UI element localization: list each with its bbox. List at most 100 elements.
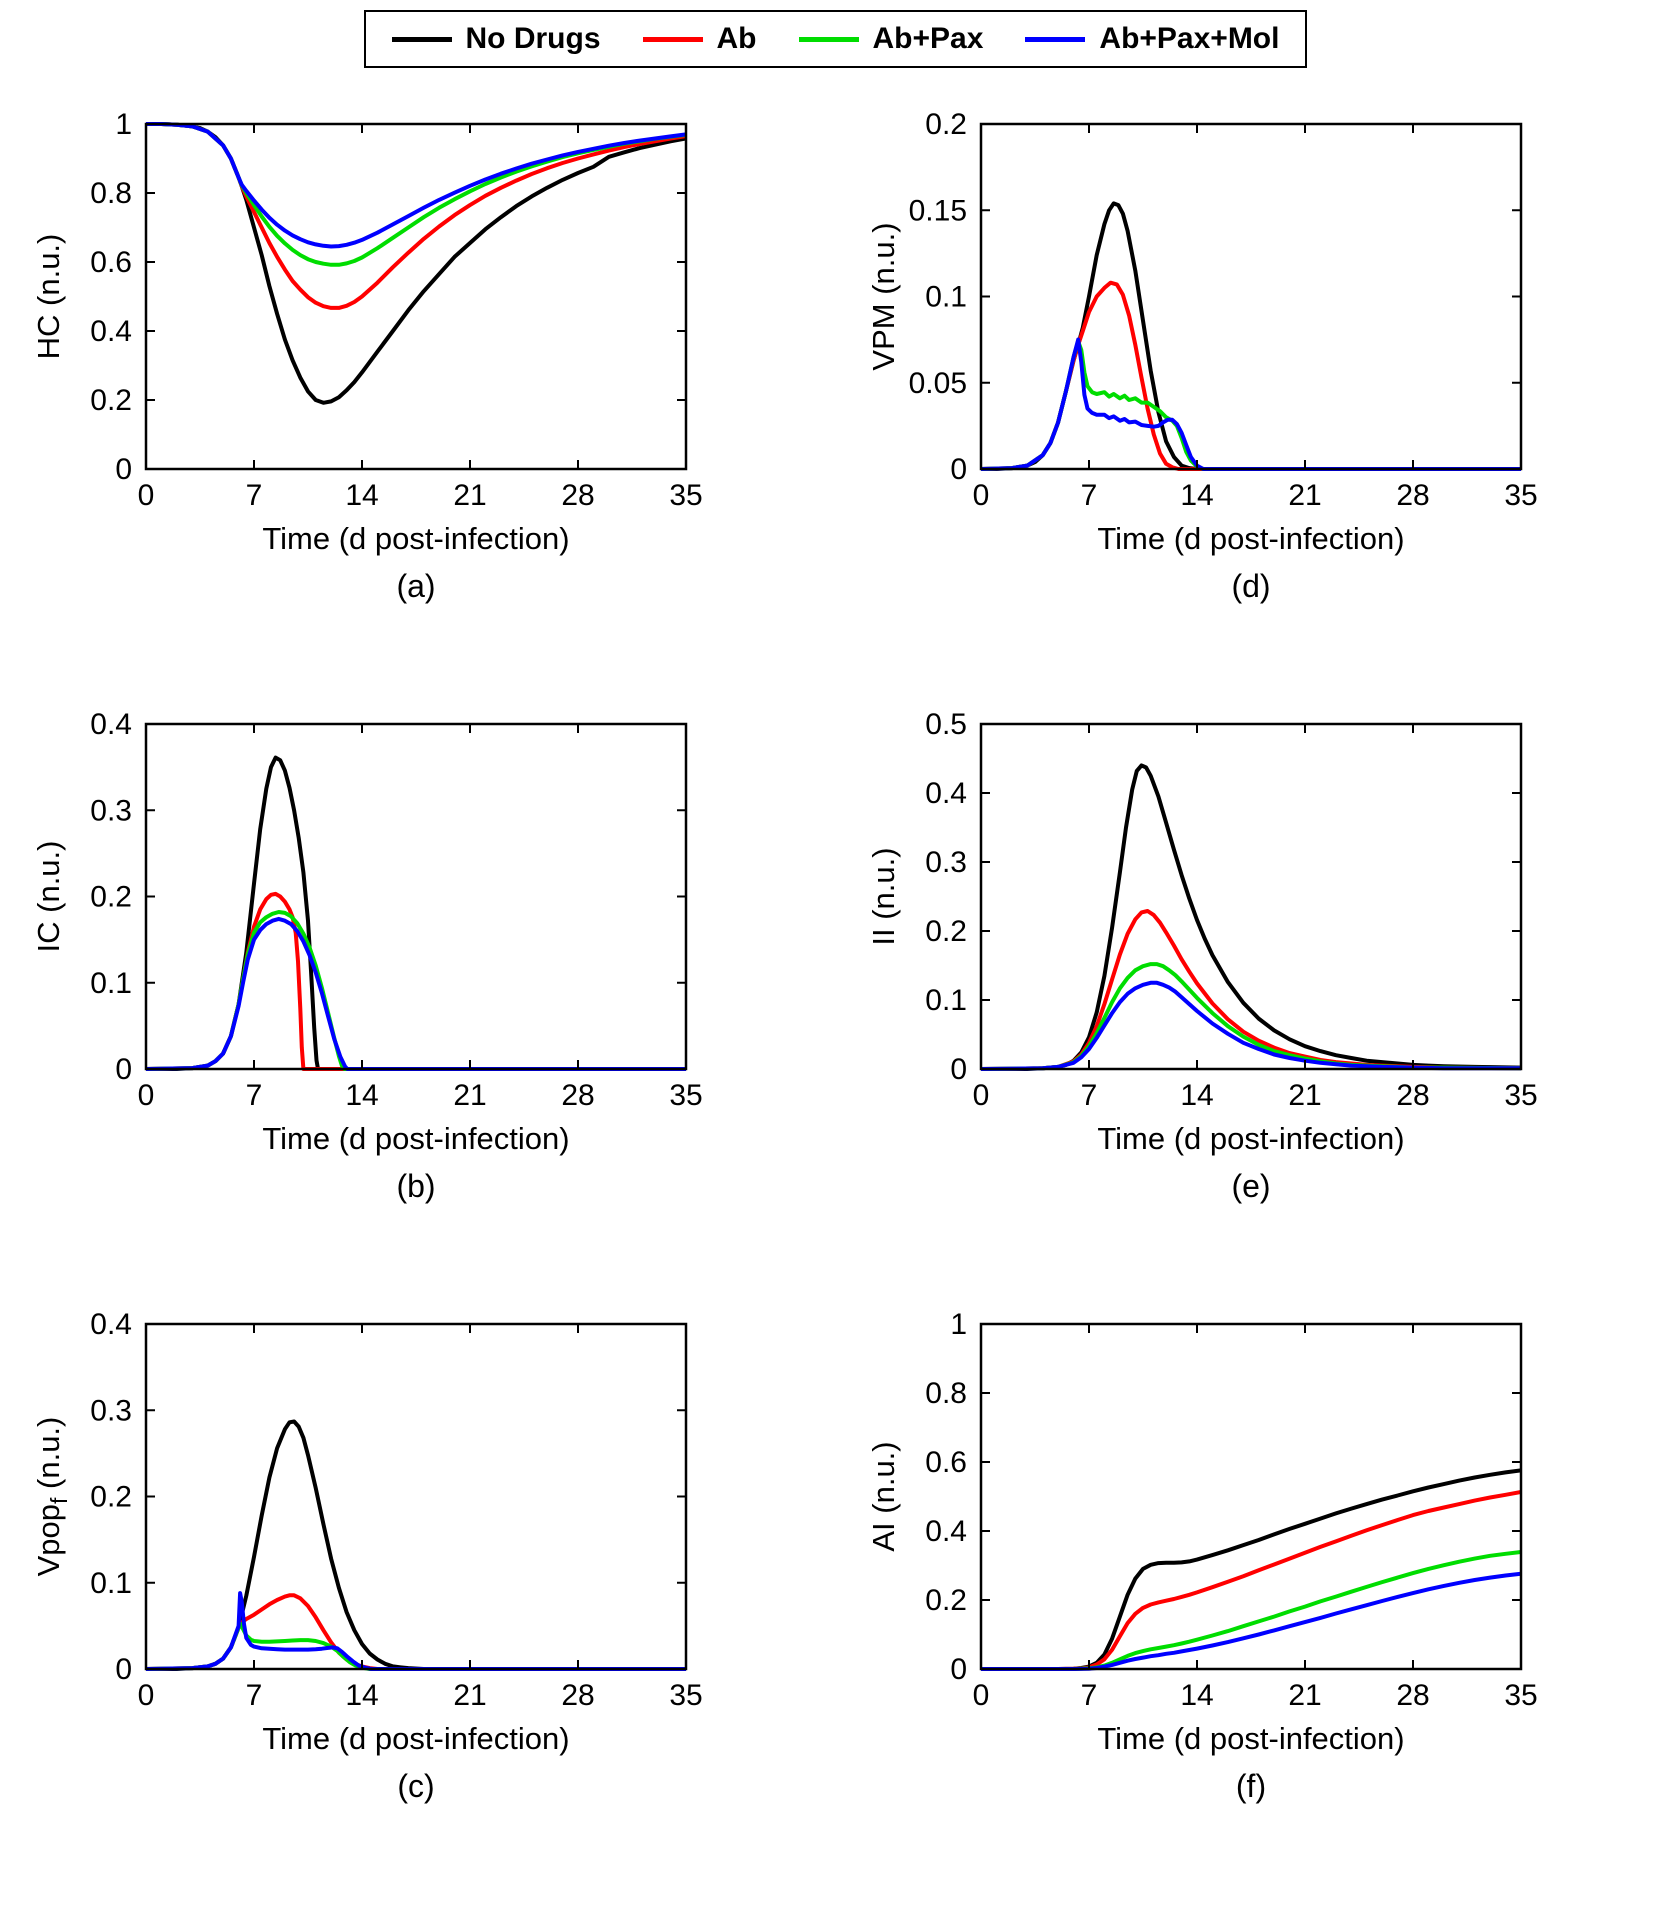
legend-label-no-drugs: No Drugs — [465, 22, 601, 55]
svg-text:(b): (b) — [396, 1168, 435, 1204]
svg-text:Time (d post-infection): Time (d post-infection) — [1097, 1721, 1404, 1756]
legend: No Drugs Ab Ab+Pax Ab+Pax+Mol — [363, 10, 1308, 68]
svg-text:28: 28 — [561, 479, 594, 512]
svg-text:0.2: 0.2 — [90, 384, 132, 417]
svg-text:14: 14 — [1180, 479, 1213, 512]
legend-label-ab-pax: Ab+Pax — [872, 22, 984, 55]
svg-text:0.2: 0.2 — [90, 1481, 132, 1514]
ai-chart: 0 7 14 21 28 35 0 0.2 0.4 0.6 0.8 1 Time (d post-inf… — [866, 1308, 1538, 1804]
svg-text:0.4: 0.4 — [90, 315, 132, 348]
svg-text:(a): (a) — [396, 568, 435, 604]
svg-text:AI (n.u.): AI (n.u.) — [866, 1441, 901, 1551]
svg-text:0.2: 0.2 — [925, 108, 967, 141]
svg-text:35: 35 — [669, 1679, 702, 1712]
legend-item-no-drugs: No Drugs — [391, 22, 601, 56]
svg-text:21: 21 — [453, 1679, 486, 1712]
svg-text:35: 35 — [669, 1079, 702, 1112]
svg-text:7: 7 — [1080, 1079, 1097, 1112]
svg-text:1: 1 — [115, 108, 132, 141]
svg-text:0.2: 0.2 — [90, 881, 132, 914]
svg-text:14: 14 — [1180, 1079, 1213, 1112]
figure-page: No Drugs Ab Ab+Pax Ab+Pax+Mol 0 7 14 21 28 35… — [0, 10, 1671, 1874]
svg-text:1: 1 — [950, 1308, 967, 1341]
svg-text:HC (n.u.): HC (n.u.) — [31, 234, 66, 360]
svg-text:0: 0 — [137, 1079, 154, 1112]
ab-pax-line-swatch — [798, 36, 859, 42]
legend-item-ab: Ab — [642, 22, 757, 56]
panel-ic: 0 7 14 21 28 35 0 0.1 0.2 0.3 0.4 Time (d post-infe… — [1, 674, 836, 1274]
svg-text:(c): (c) — [397, 1768, 434, 1804]
svg-text:II (n.u.): II (n.u.) — [866, 847, 901, 945]
svg-text:0.3: 0.3 — [90, 794, 132, 827]
svg-text:0: 0 — [972, 1679, 989, 1712]
svg-text:28: 28 — [561, 1679, 594, 1712]
svg-text:0.2: 0.2 — [925, 915, 967, 948]
svg-text:0: 0 — [972, 1079, 989, 1112]
svg-text:14: 14 — [345, 479, 378, 512]
svg-text:0.1: 0.1 — [90, 1567, 132, 1600]
svg-text:14: 14 — [345, 1079, 378, 1112]
svg-text:28: 28 — [1396, 479, 1429, 512]
panel-ii: 0 7 14 21 28 35 0 0.1 0.2 0.3 0.4 0.5 Time (d post-i… — [836, 674, 1671, 1274]
svg-text:0.1: 0.1 — [925, 984, 967, 1017]
panel-ai: 0 7 14 21 28 35 0 0.2 0.4 0.6 0.8 1 Time (d post-inf… — [836, 1274, 1671, 1874]
svg-text:35: 35 — [1504, 1079, 1537, 1112]
svg-text:0.05: 0.05 — [908, 367, 966, 400]
svg-text:28: 28 — [1396, 1679, 1429, 1712]
ab-pax-mol-line-swatch — [1025, 36, 1086, 42]
vpopf-chart: 0 7 14 21 28 35 0 0.1 0.2 0.3 0.4 Time (d post-infe… — [31, 1308, 703, 1804]
legend-label-ab: Ab — [716, 22, 757, 55]
ic-chart: 0 7 14 21 28 35 0 0.1 0.2 0.3 0.4 Time (d post-infe… — [31, 708, 703, 1204]
svg-text:0.8: 0.8 — [925, 1377, 967, 1410]
no-drugs-line-swatch — [391, 36, 452, 42]
svg-text:7: 7 — [1080, 1679, 1097, 1712]
svg-text:0.15: 0.15 — [908, 194, 966, 227]
svg-text:VPM (n.u.): VPM (n.u.) — [866, 222, 901, 370]
svg-text:Time (d post-infection): Time (d post-infection) — [1097, 1121, 1404, 1156]
svg-text:Time (d post-infection): Time (d post-infection) — [262, 1721, 569, 1756]
svg-text:0.6: 0.6 — [925, 1446, 967, 1479]
svg-text:35: 35 — [669, 479, 702, 512]
svg-text:7: 7 — [245, 1079, 262, 1112]
panels-grid: 0 7 14 21 28 35 0 0.2 0.4 0.6 0.8 1 Time (d post-inf… — [0, 74, 1671, 1874]
svg-text:0: 0 — [115, 1053, 132, 1086]
svg-text:Time (d post-infection): Time (d post-infection) — [262, 1121, 569, 1156]
svg-text:21: 21 — [453, 479, 486, 512]
svg-text:21: 21 — [1288, 1079, 1321, 1112]
svg-text:IC (n.u.): IC (n.u.) — [31, 841, 66, 953]
svg-text:0: 0 — [115, 1653, 132, 1686]
svg-text:0: 0 — [950, 453, 967, 486]
svg-text:7: 7 — [245, 479, 262, 512]
svg-text:0.3: 0.3 — [90, 1394, 132, 1427]
svg-text:0.1: 0.1 — [90, 967, 132, 1000]
svg-text:0: 0 — [137, 1679, 154, 1712]
hc-chart: 0 7 14 21 28 35 0 0.2 0.4 0.6 0.8 1 Time (d post-inf… — [31, 108, 703, 604]
svg-text:0.4: 0.4 — [925, 777, 967, 810]
svg-text:(f): (f) — [1235, 1768, 1265, 1804]
svg-text:0: 0 — [950, 1053, 967, 1086]
ab-line-swatch — [642, 36, 703, 42]
vpm-chart: 0 7 14 21 28 35 0 0.05 0.1 0.15 0.2 Time (d post-in… — [866, 108, 1538, 604]
svg-text:14: 14 — [1180, 1679, 1213, 1712]
legend-item-ab-pax: Ab+Pax — [798, 22, 984, 56]
svg-text:0.4: 0.4 — [90, 1308, 132, 1341]
legend-item-ab-pax-mol: Ab+Pax+Mol — [1025, 22, 1279, 56]
svg-text:7: 7 — [1080, 479, 1097, 512]
svg-text:14: 14 — [345, 1679, 378, 1712]
svg-text:28: 28 — [561, 1079, 594, 1112]
svg-text:0.6: 0.6 — [90, 246, 132, 279]
svg-text:0: 0 — [137, 479, 154, 512]
svg-text:0: 0 — [950, 1653, 967, 1686]
svg-text:21: 21 — [453, 1079, 486, 1112]
svg-text:0: 0 — [972, 479, 989, 512]
svg-text:35: 35 — [1504, 1679, 1537, 1712]
svg-text:Time (d post-infection): Time (d post-infection) — [1097, 521, 1404, 556]
svg-text:21: 21 — [1288, 1679, 1321, 1712]
svg-text:7: 7 — [245, 1679, 262, 1712]
svg-text:(d): (d) — [1231, 568, 1270, 604]
svg-text:0.2: 0.2 — [925, 1584, 967, 1617]
panel-vpm: 0 7 14 21 28 35 0 0.05 0.1 0.15 0.2 Time (d post-in… — [836, 74, 1671, 674]
svg-text:0.3: 0.3 — [925, 846, 967, 879]
svg-text:0.8: 0.8 — [90, 177, 132, 210]
panel-vpopf: 0 7 14 21 28 35 0 0.1 0.2 0.3 0.4 Time (d post-infe… — [1, 1274, 836, 1874]
